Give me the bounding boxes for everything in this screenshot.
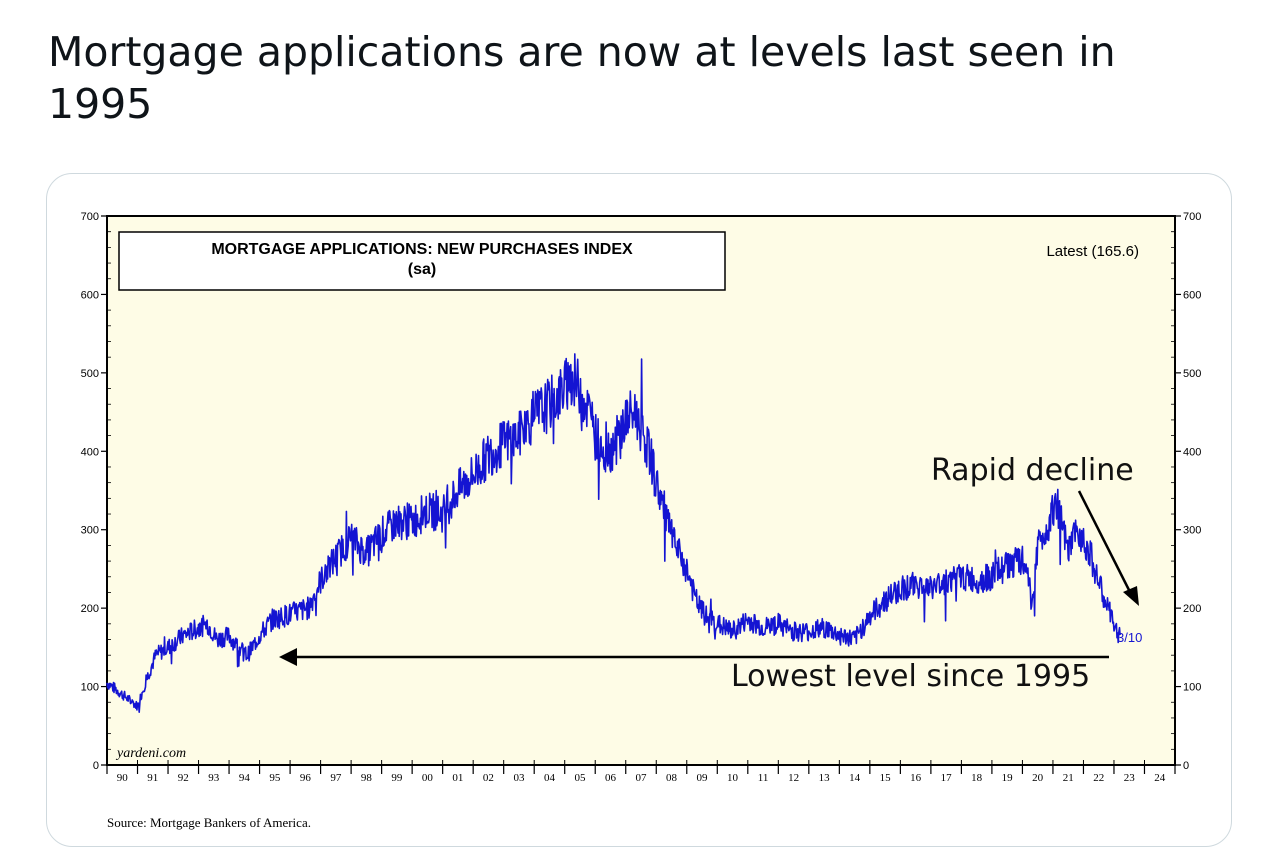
watermark: yardeni.com	[115, 746, 186, 761]
y-tick-label-left: 400	[81, 446, 99, 458]
x-tick-label: 98	[361, 772, 373, 784]
y-tick-label-right: 500	[1183, 368, 1201, 380]
x-tick-label: 03	[513, 772, 525, 784]
lowest-level-annotation: Lowest level since 1995	[731, 659, 1090, 694]
y-tick-label-right: 100	[1183, 682, 1201, 694]
tweet-text: Mortgage applications are now at levels …	[48, 28, 1116, 128]
x-tick-label: 96	[300, 772, 312, 784]
date-label: 3/10	[1117, 630, 1142, 645]
x-tick-label: 90	[117, 772, 129, 784]
x-tick-label: 16	[910, 772, 922, 784]
y-tick-label-left: 600	[81, 289, 99, 301]
y-tick-label-right: 0	[1183, 760, 1189, 772]
x-tick-label: 04	[544, 772, 556, 784]
y-tick-label-right: 700	[1183, 211, 1201, 223]
x-tick-label: 20	[1032, 772, 1044, 784]
x-tick-label: 23	[1124, 772, 1136, 784]
x-tick-label: 91	[147, 772, 158, 784]
x-tick-label: 21	[1063, 772, 1074, 784]
x-tick-label: 15	[880, 772, 892, 784]
chart-subtitle: (sa)	[408, 261, 436, 278]
y-axis-right: 0 100 200 300 400 500 600 700	[1171, 211, 1201, 772]
x-tick-label: 00	[422, 772, 434, 784]
title-box	[118, 231, 726, 291]
x-tick-label: 24	[1154, 772, 1166, 784]
chart-image-card[interactable]: 0 100 200 300 400 500 600 700 0 100 200 300 400 500 6…	[46, 173, 1232, 847]
y-tick-label-right: 600	[1183, 289, 1201, 301]
y-tick-label-left: 100	[81, 682, 99, 694]
plot-background	[106, 215, 1176, 766]
x-tick-label: 14	[849, 772, 861, 784]
rapid-decline-arrow	[1077, 490, 1139, 606]
x-tick-label: 12	[788, 772, 799, 784]
x-tick-label: 22	[1093, 772, 1104, 784]
x-tick-label: 05	[574, 772, 586, 784]
rapid-decline-annotation: Rapid decline	[931, 453, 1134, 488]
y-axis-left: 0 100 200 300 400 500 600 700	[81, 211, 111, 772]
y-tick-label-right: 300	[1183, 525, 1201, 537]
x-tick-label: 01	[452, 772, 463, 784]
x-tick-label: 19	[1002, 772, 1014, 784]
x-tick-label: 08	[666, 772, 678, 784]
series-line	[106, 353, 1121, 713]
x-tick-label: 13	[819, 772, 831, 784]
x-axis: 90 91 92 93 94 95 96 97 98 99 00 01 02 03 04 05 06 07 08 09…	[106, 760, 1176, 784]
x-tick-label: 02	[483, 772, 494, 784]
source-note: Source: Mortgage Bankers of America.	[107, 815, 311, 830]
y-tick-label-right: 200	[1183, 603, 1201, 615]
y-tick-label-left: 500	[81, 368, 99, 380]
x-tick-label: 97	[330, 772, 342, 784]
x-tick-label: 94	[239, 772, 251, 784]
x-tick-label: 11	[758, 772, 769, 784]
x-tick-label: 99	[391, 772, 403, 784]
x-tick-label: 06	[605, 772, 617, 784]
x-tick-label: 07	[636, 772, 648, 784]
y-tick-label-left: 0	[93, 760, 99, 772]
latest-label: Latest (165.6)	[1046, 243, 1139, 260]
y-tick-label-left: 300	[81, 525, 99, 537]
x-tick-label: 17	[941, 772, 953, 784]
x-tick-label: 93	[208, 772, 220, 784]
chart-title: MORTGAGE APPLICATIONS: NEW PURCHASES IND…	[211, 241, 633, 258]
x-tick-label: 10	[727, 772, 739, 784]
y-tick-label-right: 400	[1183, 446, 1201, 458]
x-tick-label: 09	[697, 772, 709, 784]
x-tick-label: 92	[178, 772, 189, 784]
x-tick-label: 18	[971, 772, 983, 784]
x-tick-label: 95	[269, 772, 281, 784]
y-tick-label-left: 700	[81, 211, 99, 223]
lowest-level-arrow	[279, 648, 1109, 666]
y-tick-label-left: 200	[81, 603, 99, 615]
